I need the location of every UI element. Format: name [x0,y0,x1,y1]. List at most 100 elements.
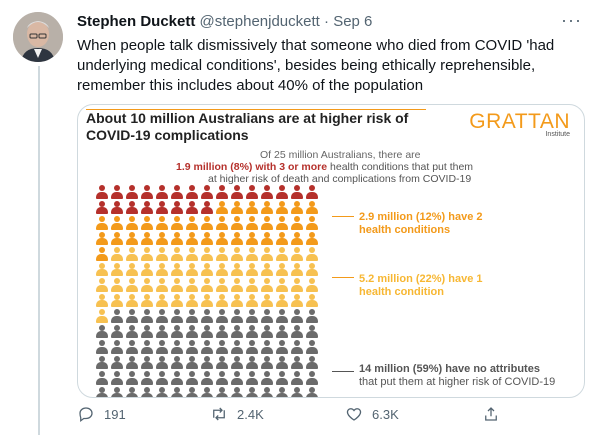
person-icon [276,216,288,231]
retweet-button[interactable]: 2.4K [210,405,264,423]
more-icon[interactable]: ··· [561,10,582,30]
person-icon [171,293,183,309]
person-icon [261,371,273,386]
person-icon [186,324,198,340]
logo-main: GRATTAN [469,110,570,133]
person-icon [306,340,318,355]
person-icon [261,231,273,247]
person-icon [171,200,183,216]
display-name[interactable]: Stephen Duckett [77,13,196,30]
title-rule [86,109,426,110]
person-icon [126,324,138,340]
person-icon [291,309,303,324]
person-icon [171,262,183,278]
person-icon [201,371,213,386]
person-icon [231,231,243,247]
person-icon [186,247,198,262]
retweet-count: 2.4K [237,406,264,422]
person-icon [171,386,183,397]
person-icon [186,293,198,309]
person-icon [186,340,198,355]
person-icon [231,340,243,355]
person-icon [126,247,138,262]
person-icon [246,216,258,231]
person-icon [291,200,303,216]
card-title: About 10 million Australians are at high… [86,110,409,143]
person-icon [276,340,288,355]
person-icon [291,293,303,309]
person-icon [216,386,228,397]
person-icon [201,200,213,216]
person-icon [141,309,153,324]
person-icon [261,309,273,324]
person-icon [201,324,213,340]
person-icon [126,309,138,324]
logo-sub: Institute [545,131,570,138]
person-icon [261,262,273,278]
person-icon [306,309,318,324]
person-icon [261,278,273,293]
person-icon [141,247,153,262]
tweet-header: Stephen Duckett @stephenjduckett · Sep 6 [77,12,372,32]
person-icon [276,262,288,278]
person-icon [156,371,168,386]
person-icon [276,324,288,340]
person-icon [216,216,228,231]
person-icon [126,293,138,309]
tweet-date[interactable]: Sep 6 [333,13,373,30]
person-icon [141,293,153,309]
person-icon [306,185,318,200]
person-icon [171,355,183,371]
person-icon [171,231,183,247]
person-icon [216,200,228,216]
person-icon [126,371,138,386]
person-icon [276,278,288,293]
group-three-plus-bold: 1.9 million (8%) with 3 or more [176,161,328,173]
person-icon [111,371,123,386]
person-icon [96,231,108,247]
share-button[interactable] [482,405,500,423]
person-icon [201,293,213,309]
person-icon [156,247,168,262]
like-button[interactable]: 6.3K [345,405,399,423]
handle[interactable]: @stephenjduckett [199,13,320,30]
person-icon [276,386,288,397]
person-icon [201,231,213,247]
person-icon [291,185,303,200]
person-icon [126,231,138,247]
person-icon [141,216,153,231]
person-icon [291,278,303,293]
person-icon [231,278,243,293]
intro-text: Of 25 million Australians, there are [260,149,421,161]
person-icon [276,185,288,200]
avatar[interactable] [13,12,63,62]
person-icon [261,185,273,200]
person-icon [96,262,108,278]
person-icon [186,309,198,324]
person-icon [261,324,273,340]
share-icon [485,407,497,421]
reply-button[interactable]: 191 [77,405,126,423]
person-icon [186,231,198,247]
person-icon [306,247,318,262]
person-icon [156,309,168,324]
person-icon [231,247,243,262]
group-three-plus-line2: at higher risk of death and complication… [208,173,472,185]
person-icon [171,185,183,200]
person-icon [111,324,123,340]
person-icon [186,355,198,371]
person-icon [96,371,108,386]
person-icon [201,386,213,397]
person-icon [216,355,228,371]
person-icon [141,324,153,340]
person-icon [291,371,303,386]
person-icon [291,216,303,231]
person-icon [111,386,123,397]
person-icon [96,200,108,216]
person-icon [276,247,288,262]
media-card[interactable]: About 10 million Australians are at high… [77,104,585,398]
person-icon [111,278,123,293]
person-icon [201,278,213,293]
person-icon [201,340,213,355]
person-icon [96,355,108,371]
